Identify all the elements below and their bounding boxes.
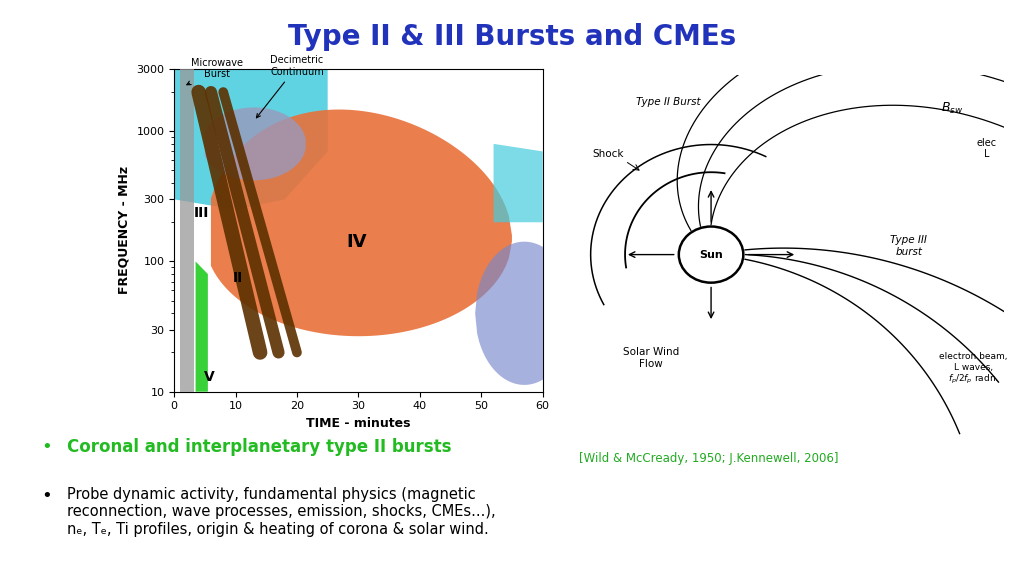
Text: Type II & III Bursts and CMEs: Type II & III Bursts and CMEs (288, 23, 736, 51)
Text: Solar Wind
Flow: Solar Wind Flow (623, 347, 679, 369)
Text: V: V (204, 370, 214, 384)
Text: electron beam,
L waves,
$f_p$/2$f_p$ radn.: electron beam, L waves, $f_p$/2$f_p$ rad… (939, 352, 1008, 386)
Text: Type III
burst: Type III burst (891, 235, 928, 256)
Polygon shape (196, 262, 208, 392)
Text: •: • (41, 438, 51, 456)
Text: Type II Burst: Type II Burst (636, 97, 700, 107)
Polygon shape (205, 107, 306, 180)
Y-axis label: FREQUENCY - MHz: FREQUENCY - MHz (118, 166, 131, 294)
Polygon shape (174, 69, 328, 210)
Bar (180, 69, 194, 392)
Polygon shape (475, 242, 549, 385)
Text: Shock: Shock (592, 149, 624, 159)
Text: III: III (194, 206, 209, 220)
Text: elec
L: elec L (976, 138, 996, 159)
Text: II: II (232, 271, 243, 285)
Polygon shape (494, 144, 543, 222)
Text: Probe dynamic activity, fundamental physics (magnetic
reconnection, wave process: Probe dynamic activity, fundamental phys… (67, 487, 496, 536)
Text: [Wild & McCready, 1950; J.Kennewell, 2006]: [Wild & McCready, 1950; J.Kennewell, 200… (579, 452, 838, 465)
Text: Coronal and interplanetary type II bursts: Coronal and interplanetary type II burst… (67, 438, 451, 456)
Text: Sun: Sun (699, 249, 723, 260)
Text: Microwave
Burst: Microwave Burst (186, 58, 243, 85)
Text: $B_{sw}$: $B_{sw}$ (941, 101, 963, 116)
X-axis label: TIME - minutes: TIME - minutes (306, 417, 411, 430)
Text: IV: IV (346, 233, 367, 251)
Polygon shape (211, 109, 512, 336)
Circle shape (679, 226, 743, 283)
Text: Decimetric
Continuum: Decimetric Continuum (256, 55, 324, 118)
Text: •: • (41, 487, 51, 505)
